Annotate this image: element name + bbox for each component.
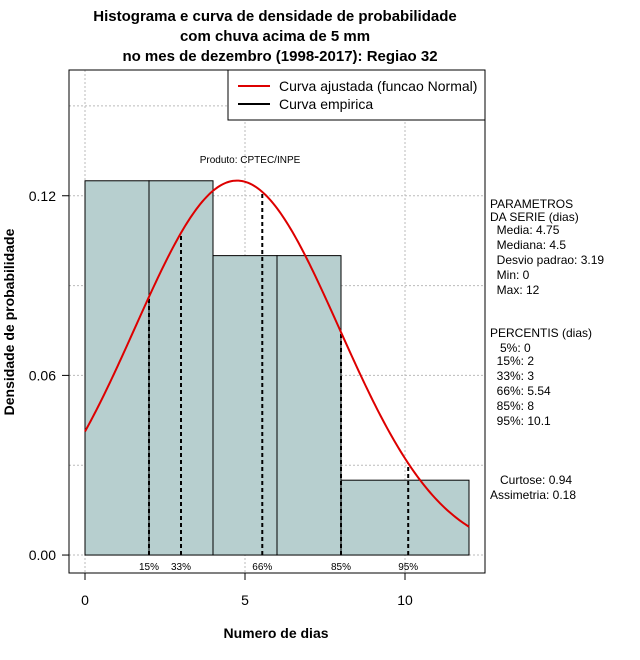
kurtosis-line: Curtose: 0.94: [490, 473, 572, 487]
percentile-label: 95%: [398, 562, 418, 573]
percentile-line: 66%: 5.54: [490, 384, 551, 398]
param-line: Desvio padrao: 3.19: [490, 253, 604, 267]
axes: 0 5 10 0.00 0.06 0.12: [29, 188, 413, 608]
y-tick-label: 0.06: [29, 367, 56, 383]
y-tick-label: 0.00: [29, 547, 56, 563]
product-annotation: Produto: CPTEC/INPE: [200, 155, 301, 166]
legend-label-fitted: Curva ajustada (funcao Normal): [279, 78, 477, 94]
side-panel-shape: Curtose: 0.94 Assimetria: 0.18: [490, 473, 576, 502]
percentile-label: 66%: [252, 562, 272, 573]
histogram-bars: [84, 180, 470, 556]
title-line-1: Histograma e curva de densidade de proba…: [93, 8, 456, 25]
percentile-label: 33%: [171, 562, 191, 573]
x-tick-label: 5: [241, 592, 249, 608]
histogram-bar: [340, 479, 470, 556]
percentile-line: 95%: 10.1: [490, 414, 551, 428]
percentile-line: PERCENTIS (dias): [490, 326, 592, 340]
param-line: Media: 4.75: [490, 223, 560, 237]
param-line: Mediana: 4.5: [490, 238, 566, 252]
x-tick-label: 10: [397, 592, 413, 608]
percentile-label: 15%: [139, 562, 159, 573]
x-tick-label: 0: [81, 592, 89, 608]
param-line: DA SERIE (dias): [490, 210, 579, 224]
histogram-bar: [212, 255, 278, 556]
legend-box: [227, 69, 486, 121]
y-axis-title: Densidade de probabilidade: [1, 228, 17, 415]
param-line: PARAMETROS: [490, 197, 573, 211]
skewness-line: Assimetria: 0.18: [490, 488, 576, 502]
title-line-3: no mes de dezembro (1998-2017): Regiao 3…: [122, 48, 437, 65]
param-line: Min: 0: [490, 268, 530, 282]
percentile-label: 85%: [331, 562, 351, 573]
percentile-line: 33%: 3: [490, 369, 534, 383]
percentile-line: 15%: 2: [490, 354, 534, 368]
legend: Curva ajustada (funcao Normal) Curva emp…: [227, 69, 486, 121]
percentile-line: 85%: 8: [490, 399, 534, 413]
percentile-line: 5%: 0: [490, 341, 531, 355]
percentile-lines: [148, 191, 410, 556]
y-tick-label: 0.12: [29, 188, 56, 204]
x-axis-title: Numero de dias: [223, 625, 328, 641]
side-panel-percentiles: PERCENTIS (dias) 5%: 0 15%: 2 33%: 3 66%…: [490, 326, 592, 428]
normal-curve-path: [84, 179, 470, 528]
title-line-2: com chuva acima de 5 mm: [180, 28, 370, 45]
param-line: Max: 12: [490, 283, 540, 297]
histogram-bar: [276, 255, 342, 556]
normal-curve: [84, 179, 470, 528]
side-panel-parameters: PARAMETROS DA SERIE (dias) Media: 4.75 M…: [490, 197, 604, 297]
legend-label-empirical: Curva empirica: [279, 96, 373, 112]
chart-title: Histograma e curva de densidade de proba…: [93, 8, 456, 65]
percentile-labels: 15% 33% 66% 85% 95%: [139, 562, 418, 573]
